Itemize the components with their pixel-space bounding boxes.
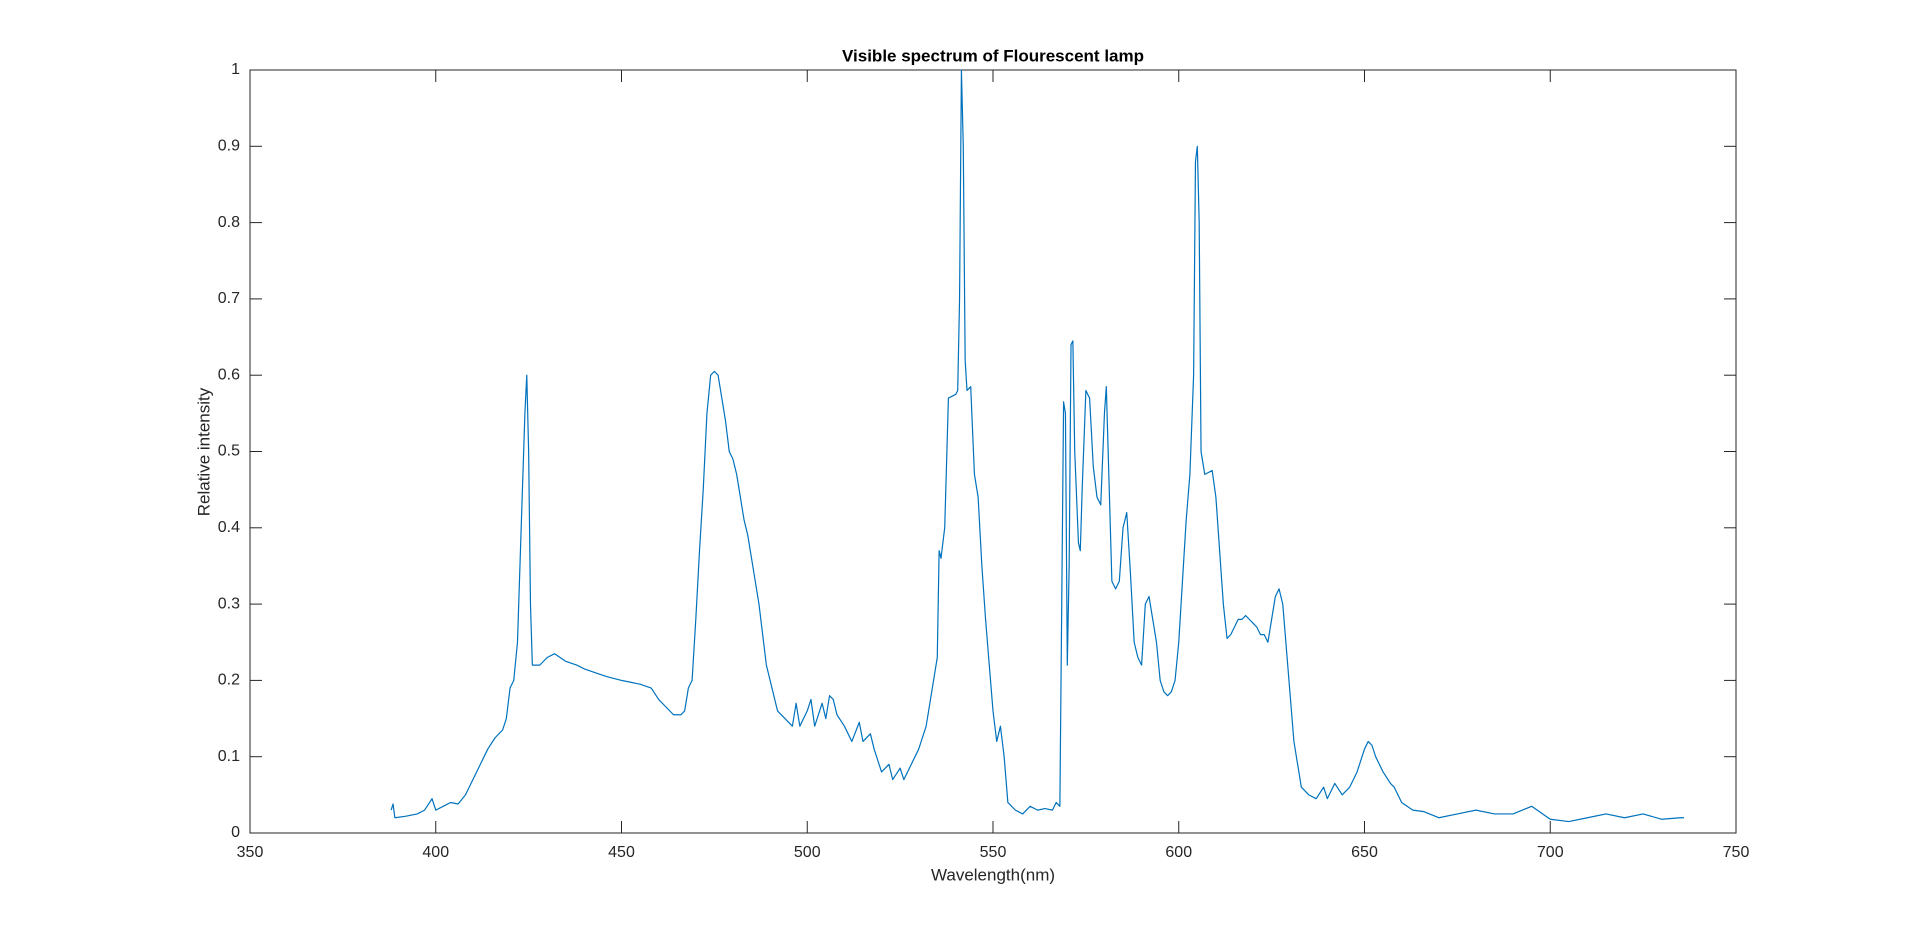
x-axis-label: Wavelength(nm)	[931, 865, 1055, 884]
x-tick-label: 450	[608, 844, 635, 861]
y-tick-label: 0.9	[218, 138, 240, 155]
y-tick-label: 0.4	[218, 519, 240, 536]
y-tick-label: 0.6	[218, 366, 240, 383]
y-axis-label: Relative intensity	[194, 387, 213, 516]
y-tick-label: 1	[231, 61, 240, 78]
x-tick-label: 750	[1723, 844, 1750, 861]
x-tick-label: 650	[1351, 844, 1378, 861]
y-tick-label: 0	[231, 824, 240, 841]
y-tick-label: 0.7	[218, 290, 240, 307]
spectrum-line	[390, 69, 1684, 823]
x-tick-label: 550	[980, 844, 1007, 861]
y-tick-label: 0.5	[218, 443, 240, 460]
chart-title: Visible spectrum of Flourescent lamp	[842, 46, 1144, 65]
x-tick-label: 700	[1537, 844, 1564, 861]
y-tick-label: 0.2	[218, 672, 240, 689]
plot-frame	[249, 69, 1737, 834]
x-tick-label: 600	[1165, 844, 1192, 861]
x-tick-label: 400	[422, 844, 449, 861]
y-tick-label: 0.1	[218, 748, 240, 765]
x-tick-label: 500	[794, 844, 821, 861]
x-tick-label: 350	[237, 844, 264, 861]
y-tick-label: 0.3	[218, 595, 240, 612]
y-tick-label: 0.8	[218, 214, 240, 231]
